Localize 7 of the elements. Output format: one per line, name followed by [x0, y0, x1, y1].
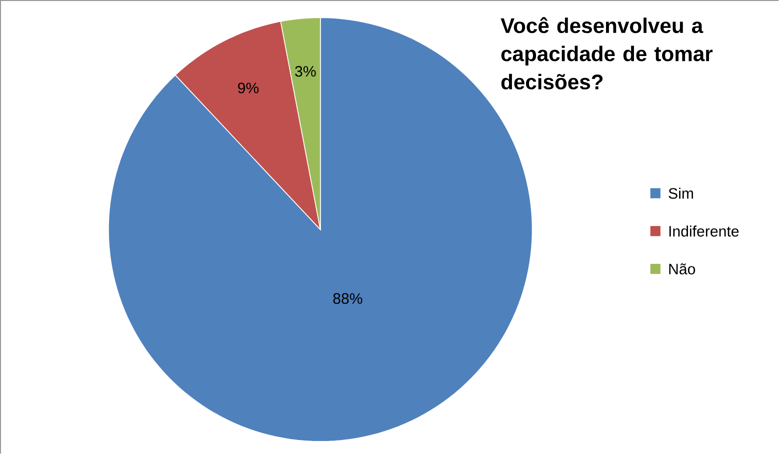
data-label: 9% — [238, 82, 259, 94]
legend-label: Indiferente — [669, 226, 739, 237]
data-label: 3% — [295, 66, 316, 77]
text: Você desenvolveu a capacidade de tomar decisões? — [500, 17, 713, 90]
legend-label: Não — [669, 263, 696, 274]
legend-label: Sim — [668, 188, 693, 199]
data-label: 88% — [333, 293, 362, 304]
